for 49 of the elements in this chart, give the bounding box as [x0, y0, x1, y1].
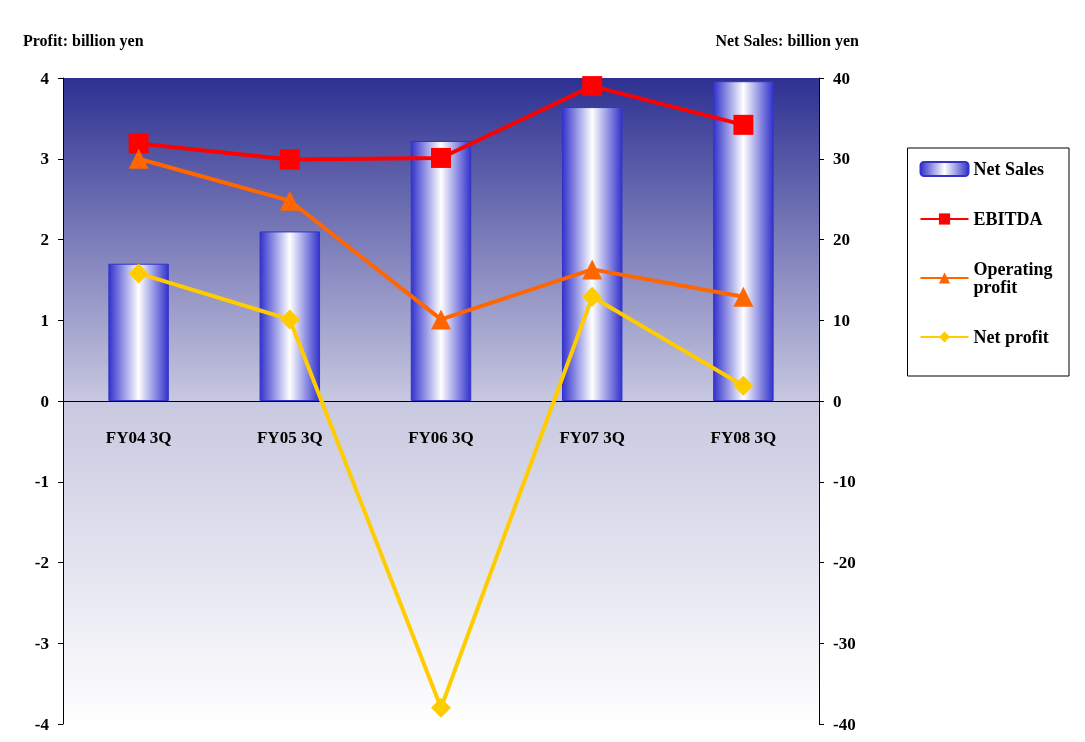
- y-tick-label: 1: [40, 310, 49, 330]
- x-tick-label: FY07 3Q: [559, 428, 626, 447]
- point: [431, 147, 451, 168]
- legend-label: EBITDA: [973, 209, 1043, 229]
- y2-tick-label: 10: [833, 310, 850, 330]
- bar: [410, 140, 472, 401]
- y-tick-label: 3: [40, 149, 49, 169]
- bar: [108, 263, 169, 401]
- x-tick-label: FY04 3Q: [105, 428, 172, 447]
- point: [582, 286, 603, 307]
- bar: [259, 231, 321, 401]
- point: [279, 190, 300, 211]
- bar: [561, 107, 623, 401]
- point: [431, 309, 451, 330]
- x-tick-label: FY05 3Q: [256, 428, 323, 447]
- point: [582, 76, 603, 97]
- y-tick-label: 0: [40, 391, 49, 411]
- y2-tick-label: -40: [833, 714, 856, 734]
- point: [279, 309, 300, 330]
- legend-label: Operating profit: [973, 259, 1057, 297]
- y-tick-label: -3: [34, 633, 49, 653]
- point: [733, 286, 754, 307]
- y-tick-label: 2: [40, 230, 49, 249]
- y-axis-title: Profit: billion yen: [23, 31, 144, 50]
- y2-axis-title: Net Sales: billion yen: [715, 31, 860, 50]
- y2-tick-label: -10: [833, 472, 856, 492]
- y2-tick-label: -30: [833, 633, 856, 653]
- y2-tick-label: 0: [833, 391, 842, 411]
- point: [279, 149, 300, 170]
- x-tick-label: FY06 3Q: [408, 428, 474, 447]
- point: [733, 375, 754, 396]
- point: [128, 263, 149, 284]
- y-tick-label: -4: [34, 714, 50, 734]
- point: [582, 259, 603, 280]
- point: [733, 114, 754, 135]
- y-tick-label: -2: [34, 553, 49, 572]
- y-tick-label: -1: [34, 472, 49, 492]
- legend-label: Net profit: [973, 327, 1049, 347]
- y2-tick-label: 20: [833, 230, 850, 249]
- y-tick-label: 4: [40, 68, 50, 88]
- bar: [713, 81, 774, 401]
- x-tick-label: FY08 3Q: [710, 428, 777, 447]
- y2-tick-label: 30: [833, 149, 850, 169]
- legend-label: Net Sales: [973, 159, 1044, 179]
- point: [128, 148, 149, 169]
- point: [431, 697, 451, 718]
- y2-tick-label: 40: [833, 68, 850, 88]
- point: [128, 133, 149, 154]
- y2-tick-label: -20: [833, 553, 856, 572]
